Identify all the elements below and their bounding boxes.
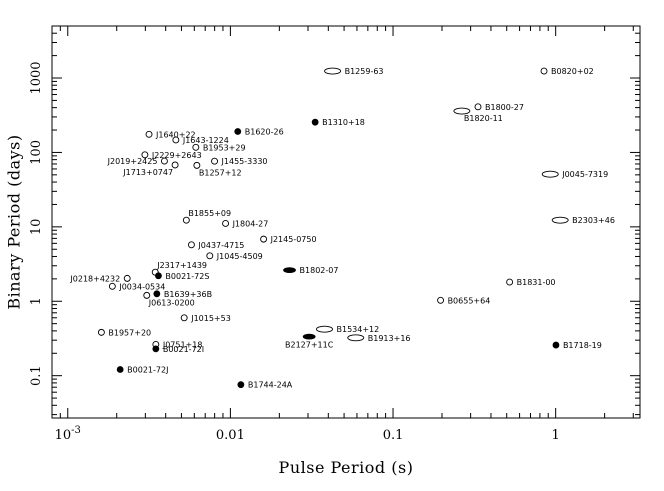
point-marker	[222, 220, 230, 227]
y-tick-label: 0.1	[29, 365, 44, 386]
point-marker	[283, 267, 296, 274]
point-label: J0034-0534	[118, 282, 165, 291]
point-label: J1455-3330	[221, 157, 268, 166]
point-label: B1534+12	[337, 325, 380, 334]
point-marker	[237, 381, 245, 389]
point-marker	[171, 161, 179, 169]
point-marker	[152, 345, 160, 353]
x-axis-label: Pulse Period (s)	[279, 458, 414, 477]
point-marker	[193, 161, 201, 169]
point-label: B2303+46	[572, 216, 615, 225]
point-label: J0045-7319	[561, 170, 608, 179]
point-label: B1802-07	[300, 266, 339, 275]
point-marker	[172, 136, 180, 144]
x-tick-label: 10-3	[55, 425, 81, 443]
point-label: B0021-72I	[163, 345, 204, 354]
point-label: J0437-4715	[197, 241, 244, 250]
point-marker	[347, 334, 365, 342]
point-label: B1259-63	[345, 67, 384, 76]
point-label: J2317+1439	[156, 261, 207, 270]
point-labels: B1259-63 B0820+02 B1800-27 B1820-11 B1310+18…	[69, 67, 614, 390]
point-label: B2127+11C	[285, 341, 334, 350]
point-marker	[552, 341, 560, 349]
point-marker	[540, 67, 548, 75]
point-marker	[260, 235, 268, 243]
point-marker	[187, 241, 195, 249]
point-marker	[192, 143, 200, 151]
x-tick-label: 0.1	[383, 428, 404, 443]
plot-frame	[51, 25, 641, 419]
point-marker	[302, 333, 316, 340]
point-label: J1643-1224	[182, 136, 229, 145]
point-marker	[182, 216, 190, 224]
point-label: J2229+2643	[151, 151, 202, 160]
point-marker	[324, 67, 342, 75]
point-marker	[474, 103, 482, 111]
point-label: B1800-27	[485, 103, 524, 112]
point-label: J2145-0750	[270, 235, 317, 244]
point-label: B1831-00	[517, 278, 556, 287]
point-marker	[453, 107, 471, 115]
point-label: J0218+4232	[69, 274, 120, 283]
point-label: B1855+09	[188, 209, 231, 218]
x-tick-labels: 10-3 0.01 0.1 1	[55, 425, 560, 443]
point-label: J1045-4509	[216, 252, 263, 261]
point-marker	[143, 291, 151, 299]
y-tick-label: 1	[29, 297, 44, 305]
y-axis-label: Binary Period (days)	[5, 134, 24, 309]
point-label: B1639+36B	[164, 290, 212, 299]
point-marker	[234, 128, 242, 135]
point-label: J1640+22	[155, 130, 196, 139]
point-label: B0820+02	[551, 67, 594, 76]
point-marker	[160, 157, 168, 165]
y-tick-label: 1000	[29, 61, 44, 94]
point-marker	[145, 130, 153, 138]
point-marker	[506, 278, 514, 286]
point-marker	[155, 272, 162, 280]
point-label: J1015+53	[190, 314, 231, 323]
point-label: J1804-27	[232, 219, 269, 228]
axis-ticks	[51, 25, 640, 418]
point-label: B1913+16	[368, 334, 411, 343]
point-marker	[153, 290, 161, 298]
point-label: B1620-26	[245, 128, 284, 137]
point-marker	[211, 157, 218, 165]
y-tick-labels: 0.1 1 10 100 1000	[29, 61, 44, 386]
point-label: J0751+18	[162, 340, 203, 349]
point-marker	[551, 216, 569, 224]
point-label: J0613-0200	[148, 298, 195, 307]
y-tick-label: 100	[29, 140, 44, 165]
point-marker	[108, 282, 116, 290]
point-marker	[180, 314, 188, 322]
point-marker	[316, 325, 333, 333]
point-label: B0655+64	[448, 296, 491, 305]
point-marker	[97, 328, 105, 336]
point-label: B1820-11	[464, 114, 503, 123]
point-marker	[437, 296, 445, 304]
point-label: B0021-72J	[127, 366, 168, 375]
x-tick-label: 1	[552, 428, 560, 443]
point-label: J1713+0747	[122, 168, 173, 177]
point-marker	[206, 252, 214, 260]
point-label: B1257+12	[199, 168, 242, 177]
point-label: B1718-19	[563, 341, 602, 350]
data-points	[97, 67, 569, 389]
x-tick-label: 0.01	[216, 428, 245, 443]
point-label: J2019+2425	[107, 157, 158, 166]
y-tick-label: 10	[29, 219, 44, 236]
point-label: B1744-24A	[248, 381, 293, 390]
point-label: B1953+29	[203, 143, 246, 152]
point-marker	[123, 274, 131, 282]
point-marker	[311, 118, 319, 126]
point-marker	[116, 366, 124, 373]
point-label: B1310+18	[322, 118, 365, 127]
point-marker	[541, 170, 559, 178]
point-label: B0021-72S	[165, 272, 209, 281]
point-label: B1957+20	[108, 328, 151, 337]
point-marker	[141, 151, 149, 159]
